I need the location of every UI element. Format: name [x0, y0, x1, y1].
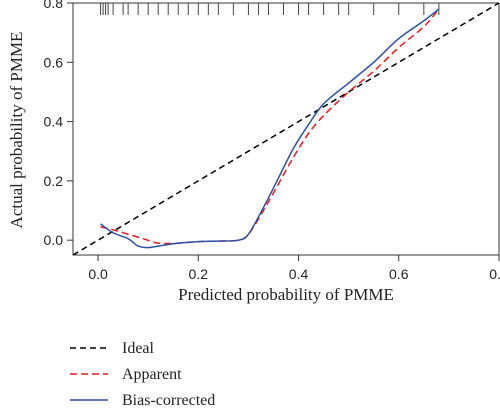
x-tick-label: 0.8	[489, 266, 500, 282]
series-layer	[73, 3, 499, 255]
y-tick-label: 0.4	[44, 114, 64, 130]
legend-label: Ideal	[122, 340, 155, 357]
x-tick-label: 0.4	[289, 266, 309, 282]
y-tick-label: 0.6	[44, 54, 64, 70]
x-axis-title: Predicted probability of PMME	[178, 285, 394, 304]
x-tick-label: 0.6	[389, 266, 409, 282]
series-line-ideal	[73, 3, 499, 255]
legend-label: Apparent	[122, 366, 182, 383]
x-tick-label: 0.2	[189, 266, 209, 282]
y-axis-title: Actual probability of PMME	[7, 32, 26, 229]
legend: Ideal Apparent Bias-corrected	[70, 340, 215, 409]
legend-label: Bias-corrected	[122, 392, 215, 409]
y-axis-ticks: 0.0 0.2 0.4 0.6 0.8	[44, 0, 73, 248]
rug-marks	[100, 3, 440, 15]
y-tick-label: 0.2	[44, 173, 64, 189]
y-tick-label: 0.0	[44, 232, 64, 248]
x-axis-ticks: 0.0 0.2 0.4 0.6 0.8	[88, 255, 500, 282]
series-line-bias-corrected	[100, 8, 440, 249]
x-tick-label: 0.0	[88, 266, 108, 282]
plot-frame	[72, 2, 500, 256]
y-tick-label: 0.8	[44, 0, 64, 11]
